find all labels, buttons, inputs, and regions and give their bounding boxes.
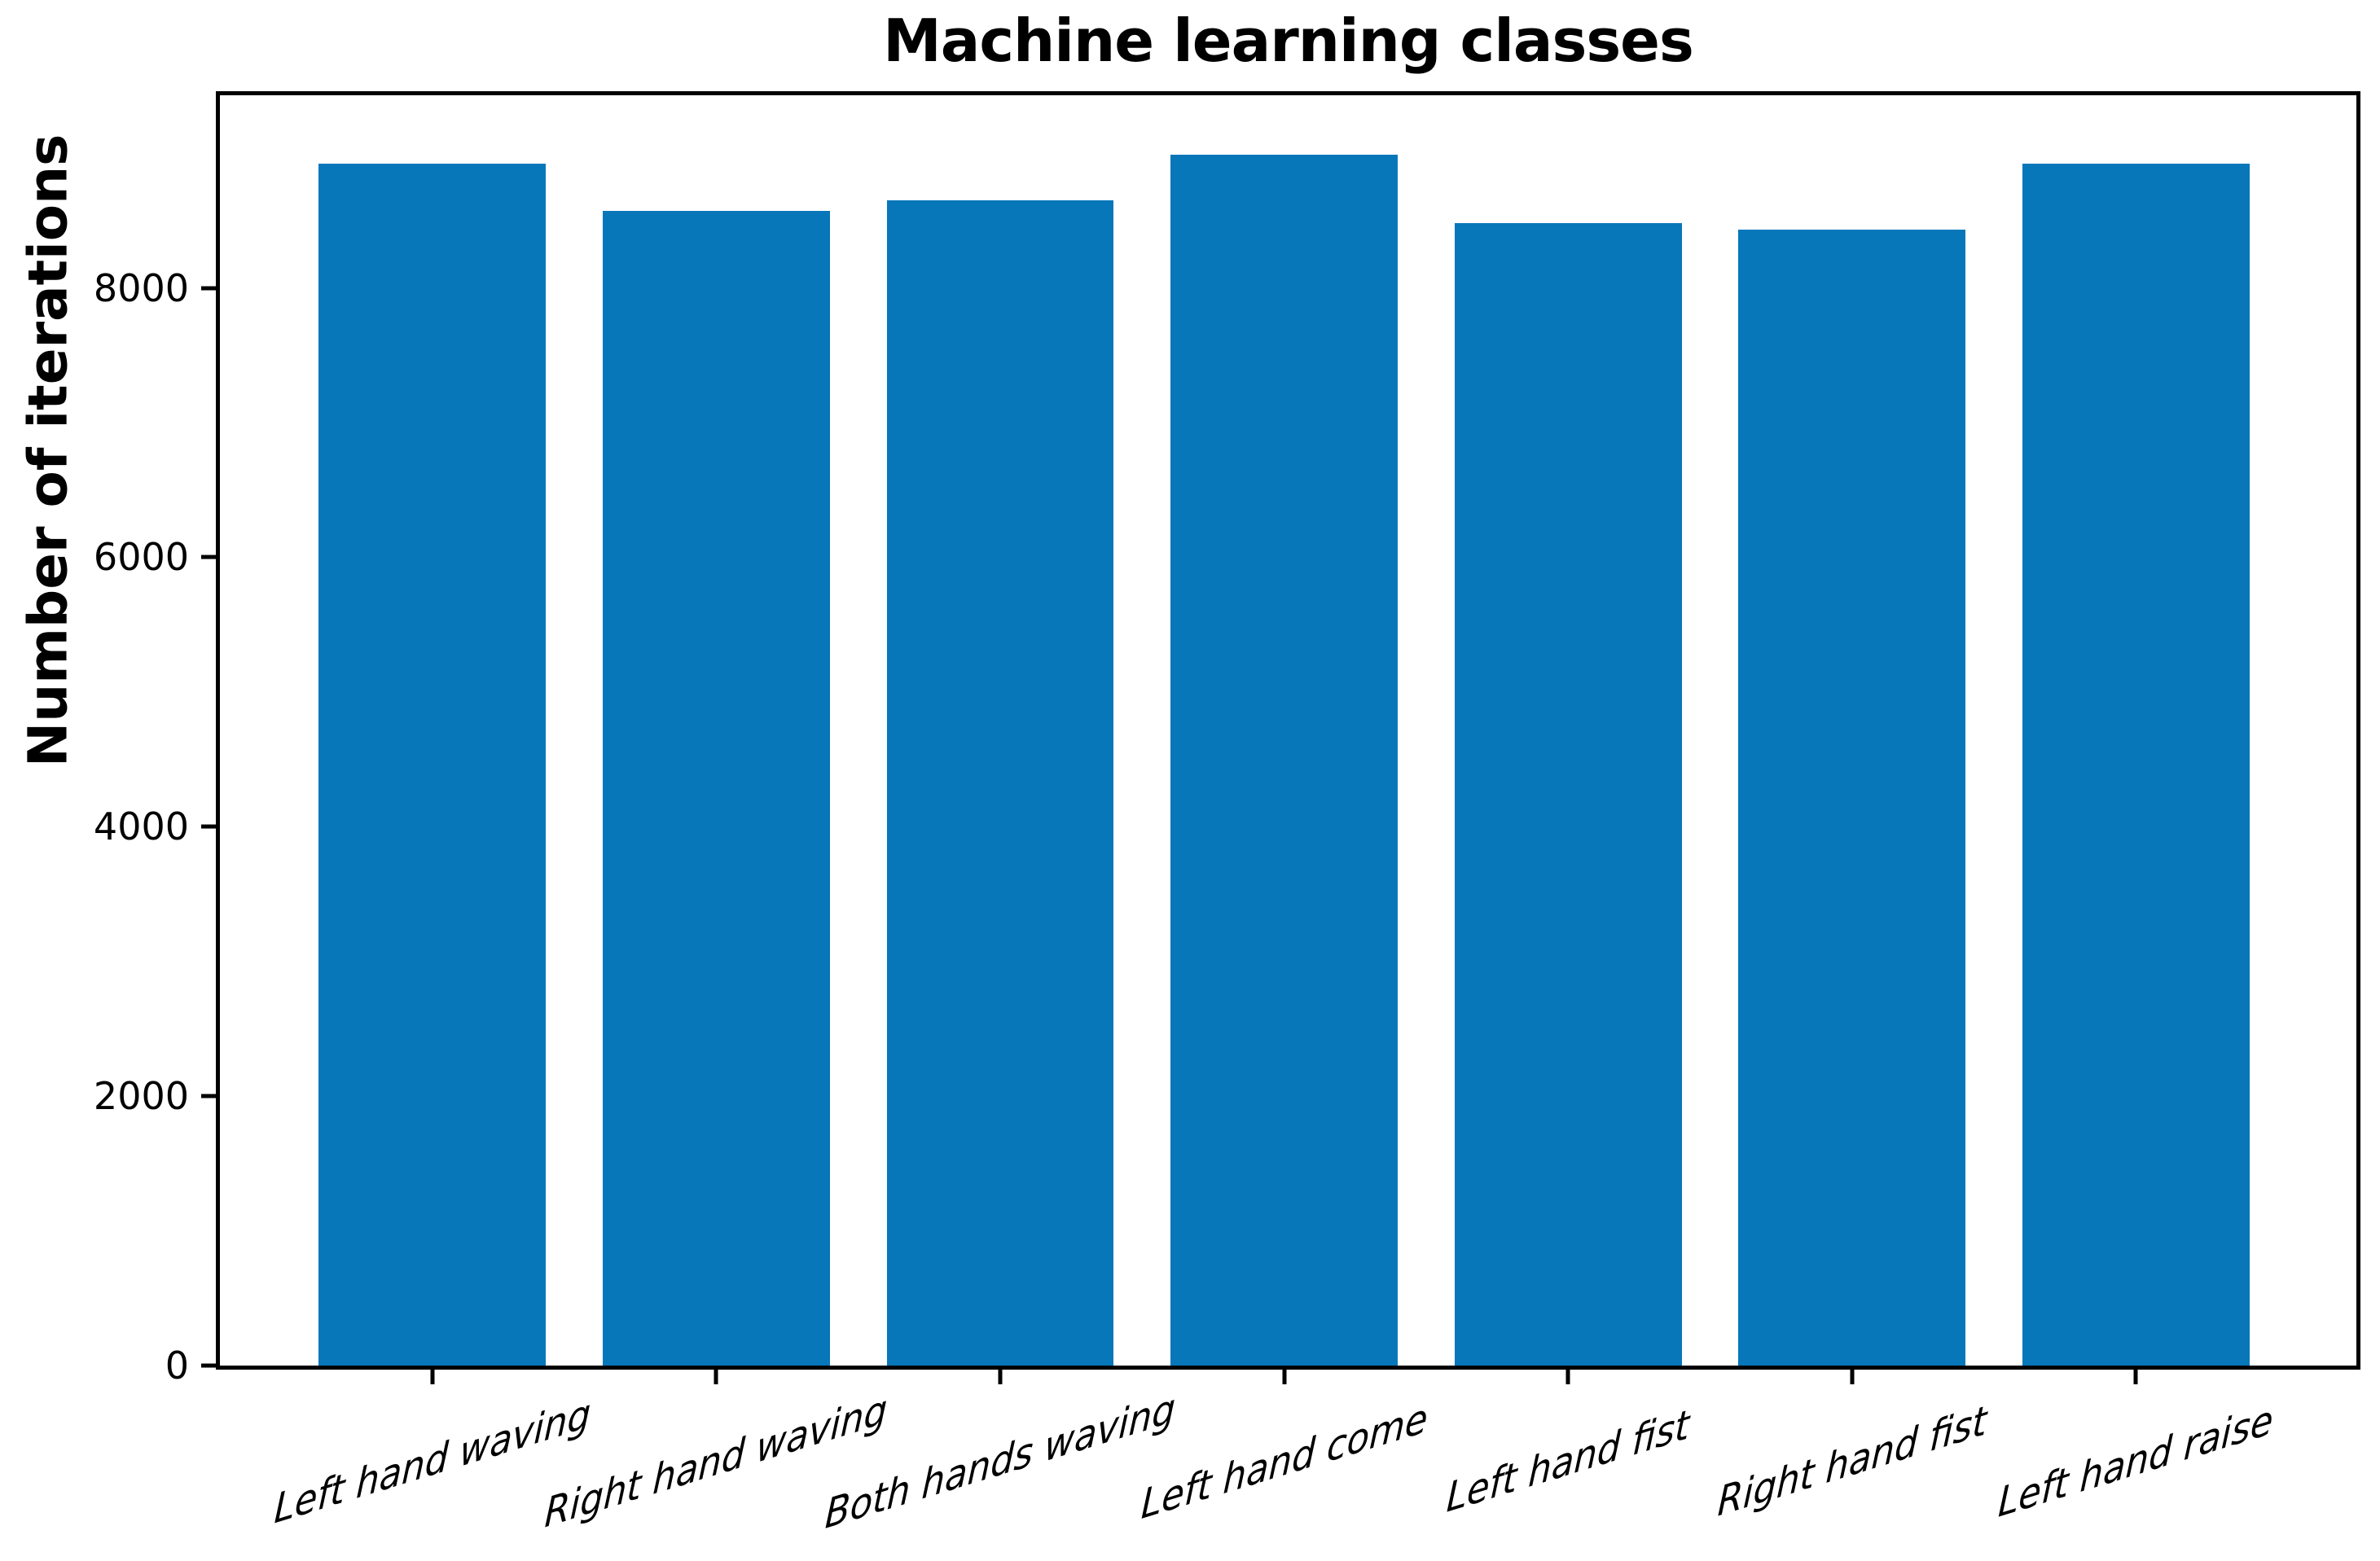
x-tick-label: Left hand fist (1445, 1401, 1691, 1523)
y-axis-tick (201, 1363, 216, 1368)
y-axis-tick (201, 1094, 216, 1098)
chart-title: Machine learning classes (883, 7, 1694, 75)
x-axis-tick (1282, 1370, 1287, 1384)
bar (1738, 230, 1966, 1366)
bar (2022, 164, 2250, 1366)
y-axis-label-text: Number of iterations (16, 134, 80, 767)
bar (603, 211, 830, 1366)
x-axis-tick (430, 1370, 435, 1384)
y-tick-label: 6000 (93, 535, 189, 580)
x-axis-tick (998, 1370, 1003, 1384)
x-tick-label: Left hand waving (273, 1389, 592, 1534)
y-tick-label: 0 (165, 1344, 189, 1388)
x-tick-label: Right hand fist (1716, 1397, 1988, 1527)
y-axis-tick (201, 555, 216, 559)
y-tick-label: 2000 (93, 1074, 189, 1119)
y-tick-label: 4000 (93, 805, 189, 849)
y-axis-tick (201, 824, 216, 829)
x-tick-label: Left hand come (1140, 1394, 1429, 1529)
x-axis-tick (1565, 1370, 1570, 1384)
x-axis-tick (1850, 1370, 1855, 1384)
y-tick-label: 8000 (93, 265, 189, 310)
bar (1454, 223, 1682, 1366)
bar (318, 164, 547, 1366)
bar (1170, 154, 1399, 1366)
x-tick-label: Left hand raise (1997, 1396, 2275, 1528)
bar (886, 200, 1114, 1366)
plot-area: 0 2000 4000 6000 8000 Left hand waving Right h… (94, 91, 2360, 1539)
y-axis-label: Number of iterations (17, 134, 80, 767)
x-axis-tick (714, 1370, 718, 1384)
x-axis-tick (2133, 1370, 2138, 1384)
y-axis-tick (201, 286, 216, 291)
